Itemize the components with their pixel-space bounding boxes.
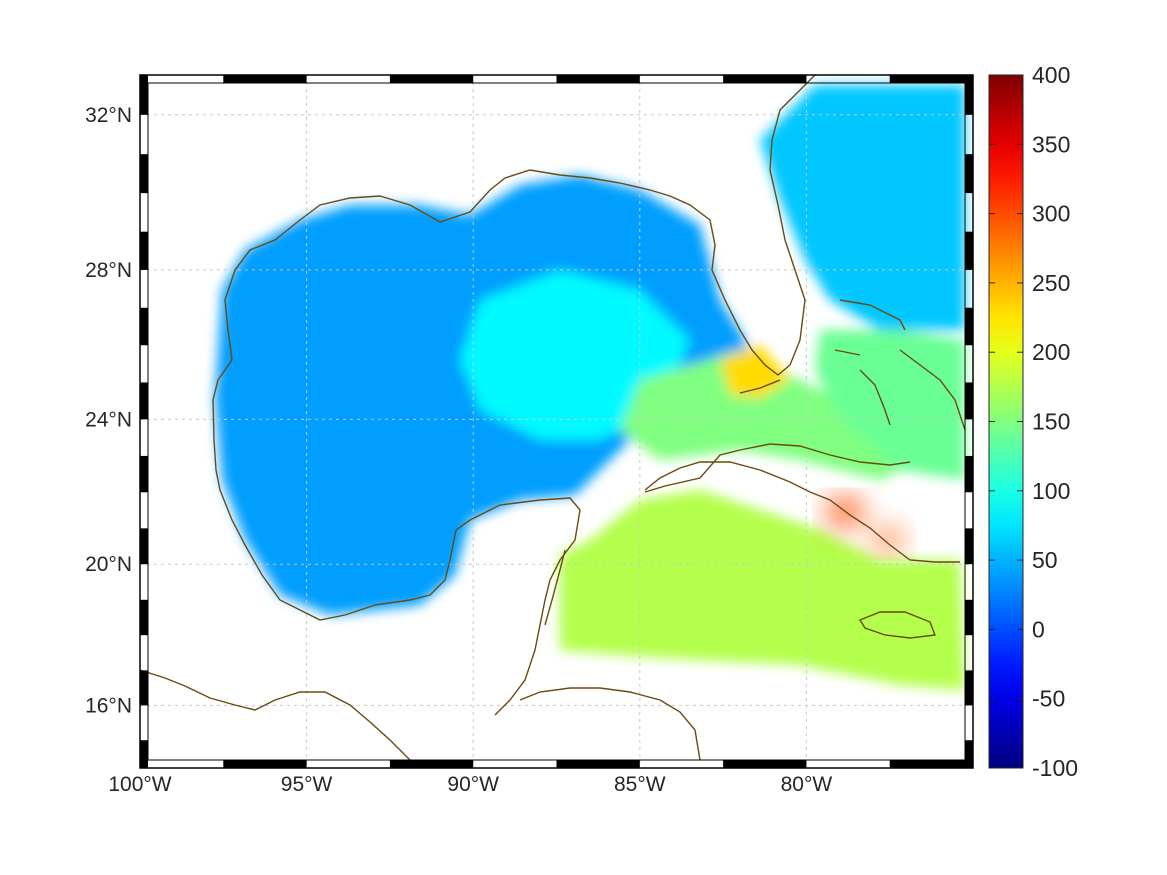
coastline-bahamas (834, 299, 966, 431)
frame-segment-left (140, 599, 148, 636)
field-cuba-hotspot-2 (874, 530, 902, 550)
colorbar-tick-label: -100 (1032, 755, 1078, 781)
colorbar-tick-label: 200 (1032, 339, 1070, 365)
frame-segment-right (965, 231, 973, 270)
frame-segment-bottom (889, 760, 973, 768)
frame-segment-left (140, 740, 148, 768)
frame-segment-right (965, 670, 973, 706)
frame-segment-right (965, 307, 973, 346)
coastline-florida-keys (739, 379, 781, 394)
frame-segment-top (723, 75, 807, 83)
field-caribbean-west (560, 490, 965, 690)
x-axis-labels: 100°W 95°W 90°W 85°W 80°W (108, 773, 832, 796)
grid-lines (140, 75, 973, 768)
frame-segment-bottom (223, 760, 307, 768)
frame-segment-left (140, 455, 148, 493)
field-south-florida-tip (720, 345, 790, 398)
x-tick-label: 95°W (281, 773, 333, 796)
field-central-gulf-loop (460, 270, 690, 440)
data-field (215, 85, 965, 690)
frame-segment-right (965, 75, 973, 115)
coastline-us-gulf (224, 75, 816, 376)
frame-segment-right (965, 455, 973, 493)
frame-segment-left (140, 307, 148, 346)
x-tick-label: 90°W (447, 773, 499, 796)
frame-segment-right (965, 740, 973, 768)
coastline-jamaica (858, 611, 936, 639)
coastline-mexico-east (212, 299, 581, 716)
colorbar: 400 350 300 250 200 150 100 50 0 -50 -100 (988, 62, 1078, 781)
y-tick-label: 28°N (85, 259, 132, 282)
frame-segment-left (140, 528, 148, 565)
coastline-yucatan-east (544, 549, 566, 626)
colorbar-ticks: 400 350 300 250 200 150 100 50 0 -50 -100 (989, 62, 1078, 781)
colorbar-tick-label: 150 (1032, 409, 1070, 435)
frame-segment-right (965, 382, 973, 420)
colorbar-tick-label: 300 (1032, 201, 1070, 227)
frame-segment-top (889, 75, 973, 83)
coastlines (140, 75, 966, 768)
frame-border-segments (140, 75, 973, 768)
x-tick-label: 100°W (108, 773, 171, 796)
frame-segment-right (965, 599, 973, 636)
colorbar-tick-label: 350 (1032, 131, 1070, 157)
y-tick-label: 32°N (85, 104, 132, 127)
y-tick-label: 24°N (85, 408, 132, 431)
coastline-central-america (140, 669, 421, 768)
field-bahamas-banks (815, 330, 965, 480)
y-tick-label: 20°N (85, 553, 132, 576)
frame-segment-bottom (556, 760, 640, 768)
colorbar-tick-label: 250 (1032, 270, 1070, 296)
x-tick-label: 85°W (614, 773, 666, 796)
frame-segment-right (965, 528, 973, 565)
coastline-honduras (519, 687, 701, 761)
frame-segment-right (965, 154, 973, 194)
y-axis-labels: 16°N 20°N 24°N 28°N 32°N (85, 104, 132, 718)
field-atlantic-east-of-florida (760, 85, 965, 330)
frame-segment-top (223, 75, 307, 83)
x-tick-label: 80°W (781, 773, 833, 796)
y-tick-label: 16°N (85, 694, 132, 717)
frame-segment-left (140, 75, 148, 115)
colorbar-tick-label: -50 (1032, 686, 1065, 712)
frame-segment-left (140, 154, 148, 194)
frame-segment-bottom (723, 760, 807, 768)
frame-segment-top (556, 75, 640, 83)
frame-segment-top (389, 75, 474, 83)
colorbar-tick-label: 100 (1032, 478, 1070, 504)
field-florida-straits (620, 350, 920, 480)
frame-segment-left (140, 670, 148, 706)
coastline-cuba (644, 443, 960, 563)
frame-segment-bottom (389, 760, 474, 768)
colorbar-tick-label: 50 (1032, 547, 1058, 573)
frame-segment-left (140, 382, 148, 420)
colorbar-tick-label: 0 (1032, 616, 1045, 642)
frame-segment-left (140, 231, 148, 270)
frame-inner-line (147, 82, 966, 761)
colorbar-tick-label: 400 (1032, 62, 1070, 88)
